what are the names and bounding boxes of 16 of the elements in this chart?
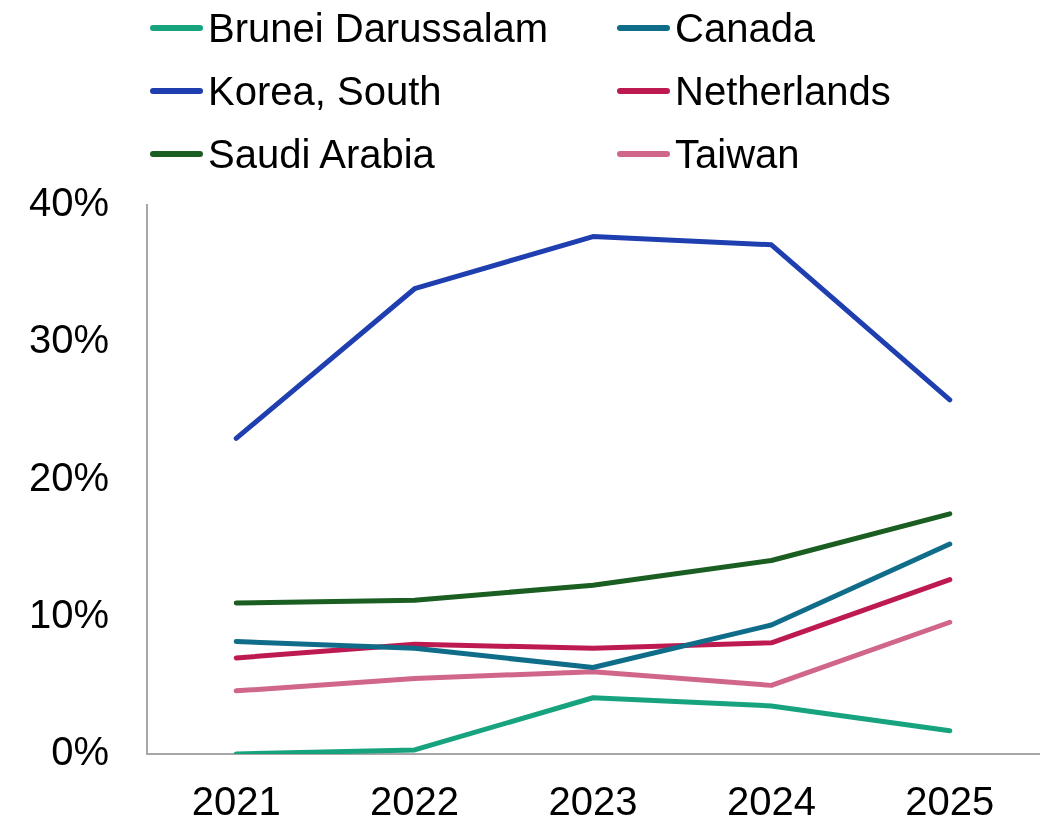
x-tick-label: 2025 (905, 779, 995, 824)
legend-label: Korea, South (208, 68, 442, 113)
x-tick-label: 2024 (726, 779, 816, 824)
x-tick-label: 2023 (548, 779, 638, 824)
legend-label: Netherlands (675, 68, 891, 113)
legend-label: Brunei Darussalam (208, 5, 549, 50)
y-tick-label: 40% (28, 180, 109, 225)
legend-label: Taiwan (675, 131, 800, 176)
y-tick-label: 10% (28, 591, 109, 636)
y-tick-label: 30% (28, 317, 109, 362)
legend-label: Saudi Arabia (208, 131, 435, 176)
y-tick-label: 20% (28, 454, 109, 499)
x-tick-label: 2022 (370, 779, 460, 824)
y-tick-label: 0% (51, 729, 109, 774)
x-tick-label: 2021 (191, 779, 281, 824)
legend-label: Canada (675, 5, 816, 50)
